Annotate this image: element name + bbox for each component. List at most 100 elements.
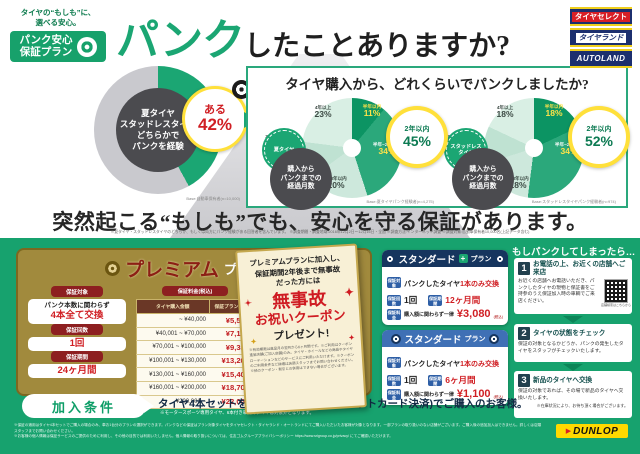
plus-icon: + (458, 254, 468, 263)
sparkle-icon: ✦ (244, 297, 253, 309)
segment-pct: 18% (496, 109, 514, 120)
tire-icon (494, 253, 505, 264)
standard-plan-card: スタンダード プラン 保証対象 パンクしたタイヤ1本のみ交換 保証回数 1回 保… (382, 330, 508, 405)
count-badge: 保証回数 (51, 324, 103, 336)
period-value: 6ヶ月間 (445, 375, 476, 385)
donut-summer: 半年以内 11% 半年~2年以内 34% 2~3年以内 20% 3~4年以内 1… (256, 92, 448, 210)
count-box: 1回 (28, 337, 126, 352)
plan-suffix: プラン (464, 335, 486, 343)
page-title: パンク したことありますか? (116, 6, 510, 68)
coverage-highlight: 1本のみ交換 (460, 281, 500, 288)
tire-icon (488, 333, 499, 344)
donut-base-note: Base:スタッドレスタイヤパンク経験者(n=974) (531, 199, 616, 204)
coverage-row: 保証対象 パンクしたタイヤ1本のみ交換 (387, 273, 503, 291)
logo-label: タイヤセレクト (571, 11, 631, 22)
table-row: ¥40,001 ~ ¥70,000 ¥7,150 (136, 327, 254, 342)
title-rest: したことありますか? (244, 31, 511, 62)
coverage-text: パンクしたタイヤ (404, 361, 461, 368)
table-cell: ¥70,001 ~ ¥100,000 (136, 340, 209, 355)
table-cell: ¥40,001 ~ ¥70,000 (136, 327, 209, 342)
flow-step-3: 3 新品のタイヤへ交換 保証の対象であれば、その場で新品のタイヤへ交換いたします… (514, 371, 632, 418)
count-period-row: 保証回数 1回 保証期間 6ヶ月間 (387, 374, 503, 386)
dunlop-arrow-icon: ▶ (565, 427, 572, 435)
step-body: お近くの店舗へお電話いただき、パンクしたタイヤの現物と保証書をご持参のうえ保証加… (518, 278, 595, 304)
plan-name: スタンダード (398, 254, 456, 266)
fee-badge: 保証料金 (387, 389, 401, 401)
plan-name: スタンダード (404, 334, 462, 346)
coverage-highlight: 1本のみ交換 (460, 361, 500, 368)
dunlop-logo: ▶ DUNLOP (556, 424, 628, 438)
period-value: 12ヶ月間 (445, 295, 481, 305)
plan-suffix: プラン (470, 255, 492, 263)
headline: 突然起こる“もしも”でも、安心を守る保証があります。 (52, 210, 588, 234)
callout-value: 52% (584, 132, 614, 149)
legal-line1: ※保証の適用はタイヤ4本セットでご購入の場合のみ、車お1台分のプランの選択ができ… (14, 423, 542, 433)
price-badge: 保証料金(税込) (162, 286, 228, 296)
segment-pct: 11% (363, 108, 381, 119)
flow-step-1: 1 お電話の上、お近くの店舗へご来店 お近くの店舗へお電話いただき、パンクしたタ… (514, 258, 632, 314)
count-value: 1回 (404, 295, 418, 305)
flow-step-2: 2 タイヤの状態をチェック 保証の対象となるかどうか、パンクの発生したタイヤをス… (514, 324, 632, 362)
coverage-text: パンクしたタイヤ (404, 281, 461, 288)
pie-base-note: Base:自動車保有者(n=10,000) (186, 196, 240, 201)
table-row: ¥100,001 ~ ¥130,000 ¥13,200 (136, 354, 254, 369)
callout-label: ある (204, 103, 226, 116)
callout-label: 2年以内 (586, 125, 612, 133)
segment-label: 2~3年以内 20% (306, 176, 366, 191)
coverage-badge: 保証対象 (387, 356, 401, 368)
qr-caption: 店舗検索はこちらから (600, 303, 631, 307)
standard-plus-plan-card: スタンダード + プラン 保証対象 パンクしたタイヤ1本のみ交換 保証回数 1回… (382, 250, 508, 325)
premium-price-column: 保証料金(税込) タイヤ購入金額 保証プラン料金 ~ ¥40,000 ¥5,500… (136, 286, 254, 410)
donut-hole (343, 139, 361, 157)
question-title: タイヤ購入から、どれくらいでパンクしましたか? (285, 77, 589, 92)
table-row: ¥130,001 ~ ¥160,000 ¥15,400 (136, 367, 254, 382)
logo-tire-land: タイヤランド (570, 28, 632, 47)
fee-label: 購入額に関わらず一律 (404, 312, 454, 318)
segment-pct: 34% (378, 146, 396, 157)
fee-label: 購入額に関わらず一律 (404, 392, 454, 398)
coupon-fineprint: ※有効期限は進呈月の翌月から6ヶ月間です。※ご利用はクーポン進呈店舗(ご加入店舗… (249, 342, 356, 374)
tagline: タイヤの“もしも”に、 選べる安心。 (20, 8, 96, 28)
conditions-text: タイヤ4本セットを店頭支払(現金orクレジットカード決済)でご購入のお客様。 (158, 396, 632, 411)
segment-name: 2~3年以内 (325, 176, 347, 181)
segment-pct: 34% (560, 146, 578, 157)
donut-callout: 2年以内 52% (568, 106, 630, 168)
card-body: 保証対象 パンクしたタイヤ1本のみ交換 保証回数 1回 保証期間 6ヶ月間 保証… (382, 347, 508, 405)
step-title: タイヤの状態をチェック (533, 329, 606, 337)
segment-name: 半年以内 (544, 104, 564, 109)
table-row: ¥70,001 ~ ¥100,000 ¥9,350 (136, 340, 254, 355)
step-number: 1 (518, 262, 530, 276)
premium-terms-column: 保証対象 パンク本数に関わらず 4本全て交換 保証回数 1回 保証期間 24ヶ月… (28, 286, 126, 379)
period-badge: 保証期間 (428, 374, 443, 386)
conditions-badge-tail (144, 399, 154, 413)
tire-icon (105, 261, 121, 276)
dunlop-wordmark: DUNLOP (573, 425, 619, 437)
sparkle-icon: ✦ (348, 334, 355, 343)
fee-row: 保証料金 購入額に関わらず一律 ¥1,100 (税込) (387, 389, 503, 400)
count-badge: 保証回数 (387, 374, 401, 386)
segment-label: 半年以内 18% (530, 104, 578, 119)
count-period-row: 保証回数 1回 保証期間 12ヶ月間 (387, 294, 503, 306)
qr-code (604, 279, 628, 303)
segment-pct: 20% (327, 180, 345, 191)
segment-pct: 18% (545, 108, 563, 119)
table-row: ¥200,001 ~ ¥22,000 (136, 395, 254, 410)
table-cell: ¥160,001 ~ ¥200,000 (136, 381, 209, 396)
card-body: 保証対象 パンクしたタイヤ1本のみ交換 保証回数 1回 保証期間 12ヶ月間 保… (382, 267, 508, 325)
fee-value: ¥1,100 (456, 388, 491, 400)
step-header: 3 新品のタイヤへ交換 (518, 374, 628, 387)
table-cell: ¥130,001 ~ ¥160,000 (136, 367, 209, 382)
callout-label: 2年以内 (404, 125, 430, 133)
period-badge: 保証期間 (428, 294, 443, 306)
step-body: 保証の対象であれば、その場で新品のタイヤへ交換いたします。 (518, 389, 624, 401)
badge-line1: パンク安心 (19, 33, 73, 46)
fee-badge: 保証料金 (387, 309, 401, 321)
callout-value: 42% (197, 114, 233, 134)
segment-pct: 23% (314, 109, 332, 120)
col-header: タイヤ購入金額 (136, 299, 210, 314)
logo-tire-select: タイヤセレクト (570, 7, 632, 26)
table-row: ¥160,001 ~ ¥200,000 ¥18,700 (136, 381, 254, 396)
arrow-down (563, 316, 583, 323)
experience-pie-chart: 夏タイヤ スタッドレスタイヤ どちらかで パンクを経験 ある 42% Base:… (36, 62, 257, 206)
